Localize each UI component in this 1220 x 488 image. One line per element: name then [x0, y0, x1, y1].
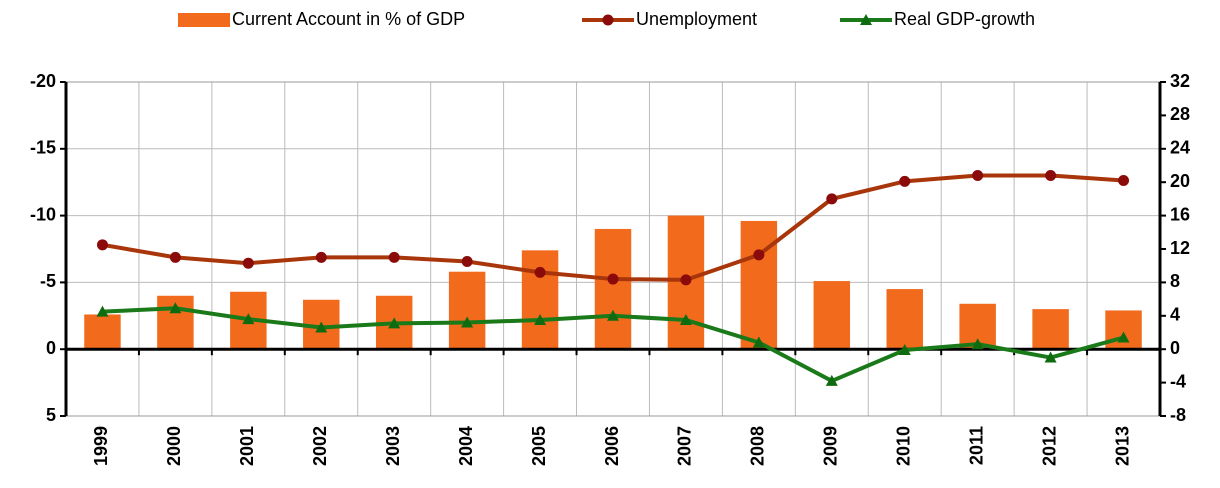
y-tick-label: 0	[46, 338, 56, 358]
line-marker	[826, 193, 838, 205]
y-tick-label: -15	[30, 138, 56, 158]
legend-swatch	[178, 13, 230, 27]
x-tick-label: 2001	[237, 426, 257, 466]
y-tick-label: -5	[40, 271, 56, 291]
x-tick-label: 2005	[529, 426, 549, 466]
bar	[886, 289, 923, 350]
line-marker	[315, 321, 328, 333]
y-tick-label: -20	[30, 71, 56, 91]
line-marker	[169, 251, 181, 263]
line-marker	[607, 309, 619, 321]
x-tick-label: 2009	[821, 426, 841, 466]
line-marker	[169, 302, 182, 314]
line-marker	[898, 344, 911, 356]
y2-tick-label: 32	[1170, 71, 1190, 91]
y2-tick-label: -8	[1170, 405, 1186, 425]
line-marker	[242, 257, 254, 269]
x-tick-label: 2002	[310, 426, 330, 466]
bar	[740, 220, 778, 350]
line-marker	[1045, 170, 1057, 182]
line-marker	[534, 313, 547, 325]
line-marker	[388, 317, 401, 329]
line-marker	[534, 266, 546, 278]
line-marker	[315, 251, 327, 263]
x-tick-label: 2000	[164, 426, 184, 466]
bar	[813, 281, 851, 350]
line-marker	[752, 336, 765, 348]
line-marker	[388, 251, 400, 263]
y-tick-label: -10	[30, 204, 56, 224]
line-marker	[96, 305, 109, 317]
y2-tick-label: 12	[1170, 238, 1190, 258]
x-tick-label: 2003	[383, 426, 403, 466]
y2-tick-label: 20	[1170, 171, 1190, 191]
legend-label: Unemployment	[636, 9, 757, 29]
y2-tick-label: 16	[1170, 204, 1190, 224]
line-marker	[607, 273, 619, 285]
line-marker	[461, 316, 474, 328]
line-marker	[96, 239, 108, 251]
line-marker	[971, 338, 984, 350]
x-tick-label: 2012	[1039, 426, 1059, 466]
legend-marker	[860, 14, 872, 25]
bar	[594, 228, 632, 350]
x-tick-label: 2013	[1112, 426, 1132, 466]
line-marker	[1118, 175, 1130, 187]
y2-tick-label: 8	[1170, 271, 1180, 291]
x-tick-label: 2008	[748, 426, 768, 466]
x-tick-label: 2011	[966, 426, 986, 465]
line-marker	[972, 170, 984, 182]
legend-marker	[602, 14, 614, 26]
bar	[521, 250, 559, 350]
y2-tick-label: 4	[1170, 305, 1180, 325]
line-marker	[680, 274, 692, 286]
legend-label: Current Account in % of GDP	[232, 9, 465, 29]
line-marker	[461, 256, 473, 268]
line-marker	[679, 313, 692, 325]
legend-label: Real GDP-growth	[894, 9, 1035, 29]
bar	[448, 271, 486, 350]
y2-tick-label: 0	[1170, 338, 1180, 358]
bar	[1032, 309, 1069, 350]
line-marker	[242, 313, 255, 325]
y-tick-label: 5	[46, 405, 56, 425]
x-tick-label: 1999	[91, 426, 111, 466]
y2-tick-label: -4	[1170, 371, 1186, 391]
x-tick-label: 2010	[893, 426, 913, 466]
bar	[1105, 310, 1142, 350]
line-marker	[899, 175, 911, 187]
line-marker	[825, 374, 838, 386]
bar	[84, 314, 121, 350]
y2-tick-label: 28	[1170, 104, 1190, 124]
x-tick-label: 2006	[602, 426, 622, 466]
line-marker	[1117, 331, 1130, 343]
x-tick-label: 2004	[456, 426, 476, 466]
y2-tick-label: 24	[1170, 138, 1190, 158]
line-marker	[753, 249, 765, 261]
x-tick-label: 2007	[675, 426, 695, 466]
line-marker	[1044, 351, 1057, 363]
